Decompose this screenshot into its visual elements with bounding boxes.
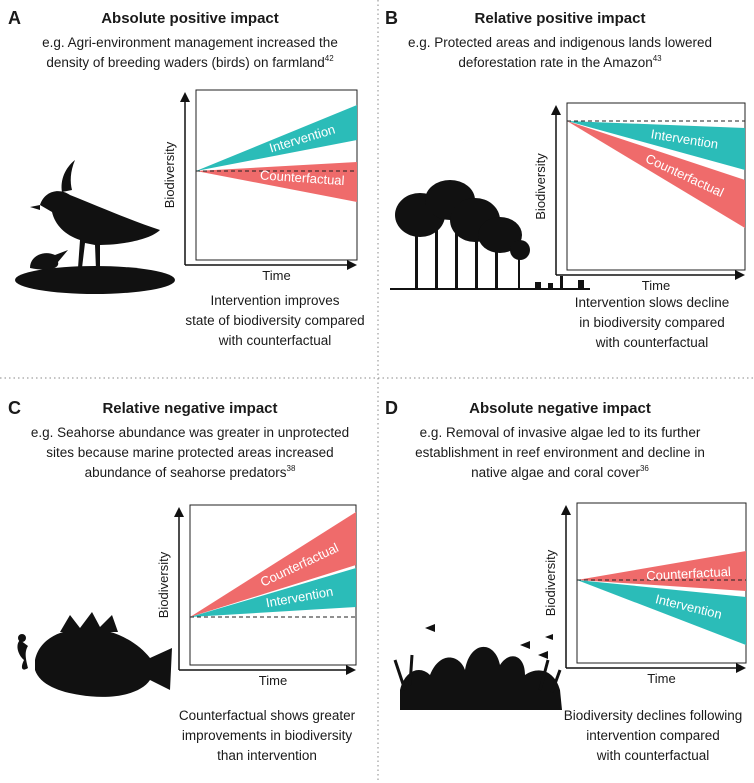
panel-title: Absolute negative impact [469,400,651,417]
caption-line: improvements in biodiversity [182,728,353,743]
x-axis-label: Time [262,268,290,283]
example-line: e.g. Removal of invasive algae led to it… [420,425,701,440]
reference: 38 [287,464,296,473]
upper-wedge [577,551,746,591]
reference: 43 [653,54,662,63]
caption-line: than intervention [217,748,317,763]
panel-letter: A [8,8,21,28]
caption-line: Intervention improves [210,293,339,308]
x-axis-label: Time [259,673,287,688]
panel-title: Absolute positive impact [101,10,279,27]
caption-line: Intervention slows decline [575,295,730,310]
upper-wedge [190,512,356,617]
bird-silhouette [15,160,175,294]
panel-letter: B [385,8,398,28]
example-text: deforestation rate in the Amazon [458,55,652,70]
example-text: e.g. Seahorse abundance was greater in u… [31,425,349,440]
reference: 42 [325,54,334,63]
example-line: abundance of seahorse predators38 [85,464,296,480]
caption-line: with counterfactual [596,748,710,763]
example-text: native algae and coral cover [471,465,640,480]
lower-wedge [196,162,357,202]
example-line: sites because marine protected areas inc… [46,445,333,460]
example-line: deforestation rate in the Amazon43 [458,54,662,70]
y-axis-label: Biodiversity [543,549,558,616]
caption-line: intervention compared [586,728,720,743]
tree-silhouette [390,180,590,290]
upper-wedge [567,121,745,170]
lower-wedge [567,121,745,228]
example-line: density of breeding waders (birds) on fa… [46,54,334,70]
y-axis-label: Biodiversity [533,153,548,220]
example-text: density of breeding waders (birds) on fa… [46,55,324,70]
caption-line: Counterfactual shows greater [179,708,356,723]
x-axis-label: Time [642,278,670,293]
fish-silhouette [17,612,172,697]
example-text: sites because marine protected areas inc… [46,445,333,460]
example-text: e.g. Removal of invasive algae led to it… [420,425,701,440]
coral-silhouette [393,624,562,710]
x-axis-label: Time [647,671,675,686]
panel-title: Relative positive impact [475,10,646,27]
example-line: e.g. Agri-environment management increas… [42,35,338,50]
caption-line: state of biodiversity compared [185,313,364,328]
panel-title: Relative negative impact [102,400,277,417]
lower-wedge [190,568,356,617]
reference: 36 [640,464,649,473]
example-line: native algae and coral cover36 [471,464,649,480]
caption-line: with counterfactual [218,333,332,348]
example-line: e.g. Seahorse abundance was greater in u… [31,425,349,440]
example-text: e.g. Protected areas and indigenous land… [408,35,712,50]
upper-wedge [196,105,357,171]
caption-line: in biodiversity compared [579,315,725,330]
y-axis-label: Biodiversity [156,551,171,618]
caption-line: with counterfactual [595,335,709,350]
y-axis-label: Biodiversity [162,141,177,208]
example-line: establishment in reef environment and de… [415,445,705,460]
lower-wedge-label: Counterfactual [260,167,345,188]
panel-letter: D [385,398,398,418]
panel-letter: C [8,398,21,418]
example-text: establishment in reef environment and de… [415,445,705,460]
example-text: e.g. Agri-environment management increas… [42,35,338,50]
example-line: e.g. Protected areas and indigenous land… [408,35,712,50]
upper-wedge-label: Counterfactual [646,564,731,583]
lower-wedge [577,580,746,645]
example-text: abundance of seahorse predators [85,465,287,480]
caption-line: Biodiversity declines following [564,708,743,723]
